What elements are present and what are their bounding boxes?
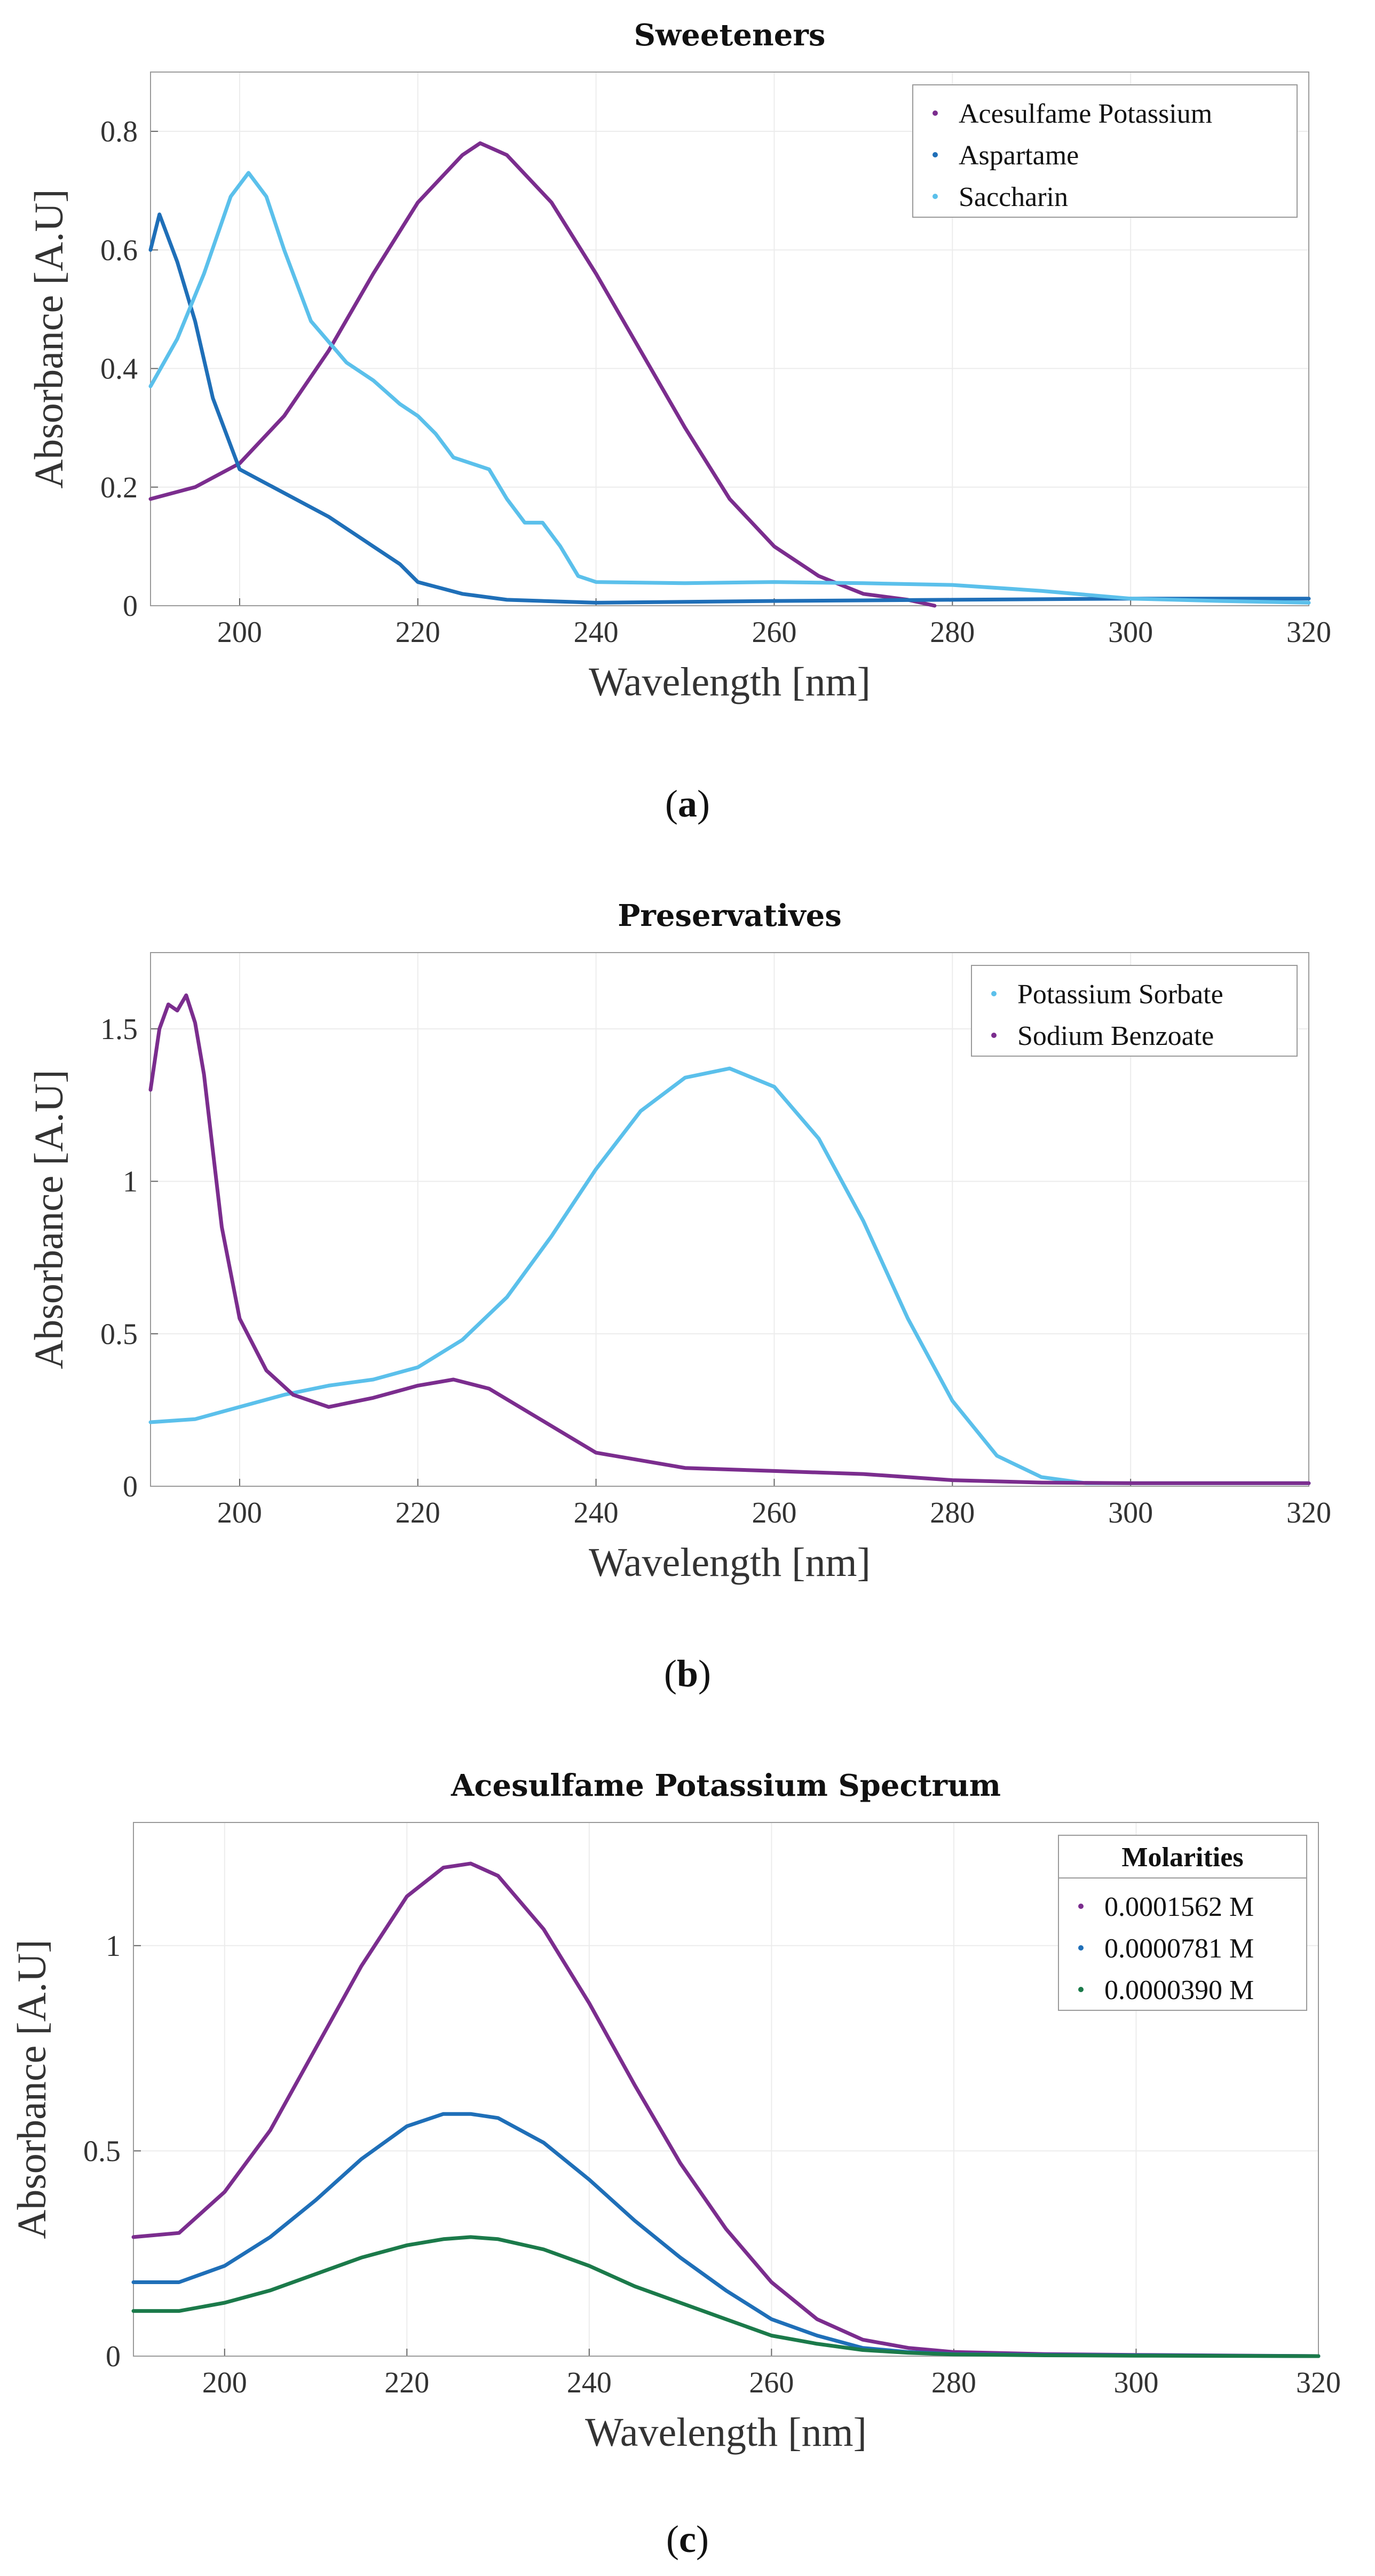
- x-tick-label: 200: [202, 2366, 247, 2399]
- legend-marker: [1078, 1987, 1084, 1992]
- y-tick-label: 0: [123, 1470, 138, 1503]
- y-axis-label: Absorbance [A.U]: [27, 189, 72, 488]
- y-tick-label: 0.5: [83, 2135, 121, 2168]
- chart-acesulfame-spectrum: 200 220 240 260 280 300 320 0 0.5 1 Acesulfame Pot…: [10, 1768, 1341, 2455]
- plot-frame: [150, 952, 1309, 1487]
- y-tick-label: 1: [106, 1930, 121, 1963]
- legend-marker: [933, 194, 938, 199]
- legend-box: [912, 84, 1298, 218]
- caption-c: (c): [666, 2518, 709, 2561]
- x-tick-label: 220: [396, 616, 440, 649]
- legend-marker: [933, 152, 938, 157]
- x-tick-label: 240: [567, 2366, 612, 2399]
- legend-label: Acesulfame Potassium: [959, 99, 1212, 129]
- x-tick-label: 320: [1296, 2366, 1341, 2399]
- plot-frame: [133, 1822, 1319, 2357]
- chart-title: Sweeteners: [634, 18, 826, 53]
- x-tick-label: 200: [217, 1496, 262, 1529]
- y-tick-label: 0: [123, 590, 138, 623]
- x-tick-label: 260: [752, 616, 796, 649]
- x-tick-label: 220: [384, 2366, 429, 2399]
- series-line-2: [148, 212, 1311, 605]
- chart-title: Preservatives: [618, 898, 842, 933]
- legend-label: Potassium Sorbate: [1017, 979, 1223, 1010]
- y-tick-label: 1: [123, 1166, 138, 1199]
- x-axis-label: Wavelength [nm]: [589, 1540, 871, 1585]
- x-tick-label: 300: [1113, 2366, 1158, 2399]
- legend-box: [971, 965, 1298, 1057]
- x-tick-label: 240: [574, 1496, 619, 1529]
- x-tick-label: 320: [1286, 1496, 1331, 1529]
- legend: Molarities 0.0001562 M 0.0000781 M 0.000039…: [1058, 1835, 1307, 2011]
- x-axis-label: Wavelength [nm]: [589, 660, 871, 704]
- legend-label: Aspartame: [959, 140, 1079, 171]
- x-tick-label: 300: [1108, 616, 1153, 649]
- legend-marker: [1078, 1904, 1084, 1909]
- plot-frame: [150, 72, 1309, 606]
- legend-label: 0.0000390 M: [1104, 1975, 1254, 2006]
- y-tick-label: 0: [106, 2340, 121, 2373]
- chart-sweeteners: 200 220 240 260 280 300 320 0 0.2 0.4 0.6 0.8 Sweete…: [27, 18, 1331, 704]
- legend-label: Saccharin: [959, 182, 1068, 212]
- series-line-3: [148, 171, 1311, 605]
- legend-marker: [1078, 1945, 1084, 1951]
- x-tick-label: 280: [930, 1496, 975, 1529]
- legend-title: Molarities: [1121, 1842, 1243, 1873]
- chart-preservatives: 200 220 240 260 280 300 320 0 0.5 1 1.5 Preservativ…: [27, 898, 1331, 1585]
- legend-marker: [991, 1033, 997, 1038]
- legend-marker: [933, 110, 938, 116]
- caption-a: (a): [665, 782, 710, 825]
- y-tick-label: 0.4: [100, 353, 138, 386]
- legend-box: [1058, 1835, 1307, 2011]
- x-tick-label: 220: [396, 1496, 440, 1529]
- x-tick-label: 300: [1108, 1496, 1153, 1529]
- legend-label: Sodium Benzoate: [1017, 1021, 1214, 1051]
- y-axis-label: Absorbance [A.U]: [27, 1069, 72, 1369]
- legend-label: 0.0000781 M: [1104, 1933, 1254, 1964]
- x-tick-label: 260: [749, 2366, 794, 2399]
- y-tick-label: 0.6: [100, 234, 138, 267]
- y-tick-label: 0.2: [100, 471, 138, 504]
- y-tick-label: 0.8: [100, 115, 138, 148]
- legend-label: 0.0001562 M: [1104, 1892, 1254, 1922]
- y-tick-label: 1.5: [100, 1013, 138, 1046]
- x-tick-label: 280: [931, 2366, 976, 2399]
- legend: Potassium Sorbate Sodium Benzoate: [971, 965, 1298, 1057]
- x-tick-label: 240: [574, 616, 619, 649]
- series-line-1: [148, 141, 937, 608]
- y-tick-label: 0.5: [100, 1318, 138, 1351]
- y-axis-label: Absorbance [A.U]: [10, 1939, 54, 2239]
- x-tick-label: 320: [1286, 616, 1331, 649]
- x-axis-label: Wavelength [nm]: [585, 2410, 867, 2455]
- chart-title: Acesulfame Potassium Spectrum: [451, 1768, 1001, 1803]
- x-tick-label: 260: [752, 1496, 796, 1529]
- x-tick-label: 200: [217, 616, 262, 649]
- x-tick-label: 280: [930, 616, 975, 649]
- legend: Acesulfame Potassium Aspartame Saccharin: [912, 84, 1298, 218]
- legend-marker: [991, 991, 997, 996]
- caption-b: (b): [663, 1652, 711, 1695]
